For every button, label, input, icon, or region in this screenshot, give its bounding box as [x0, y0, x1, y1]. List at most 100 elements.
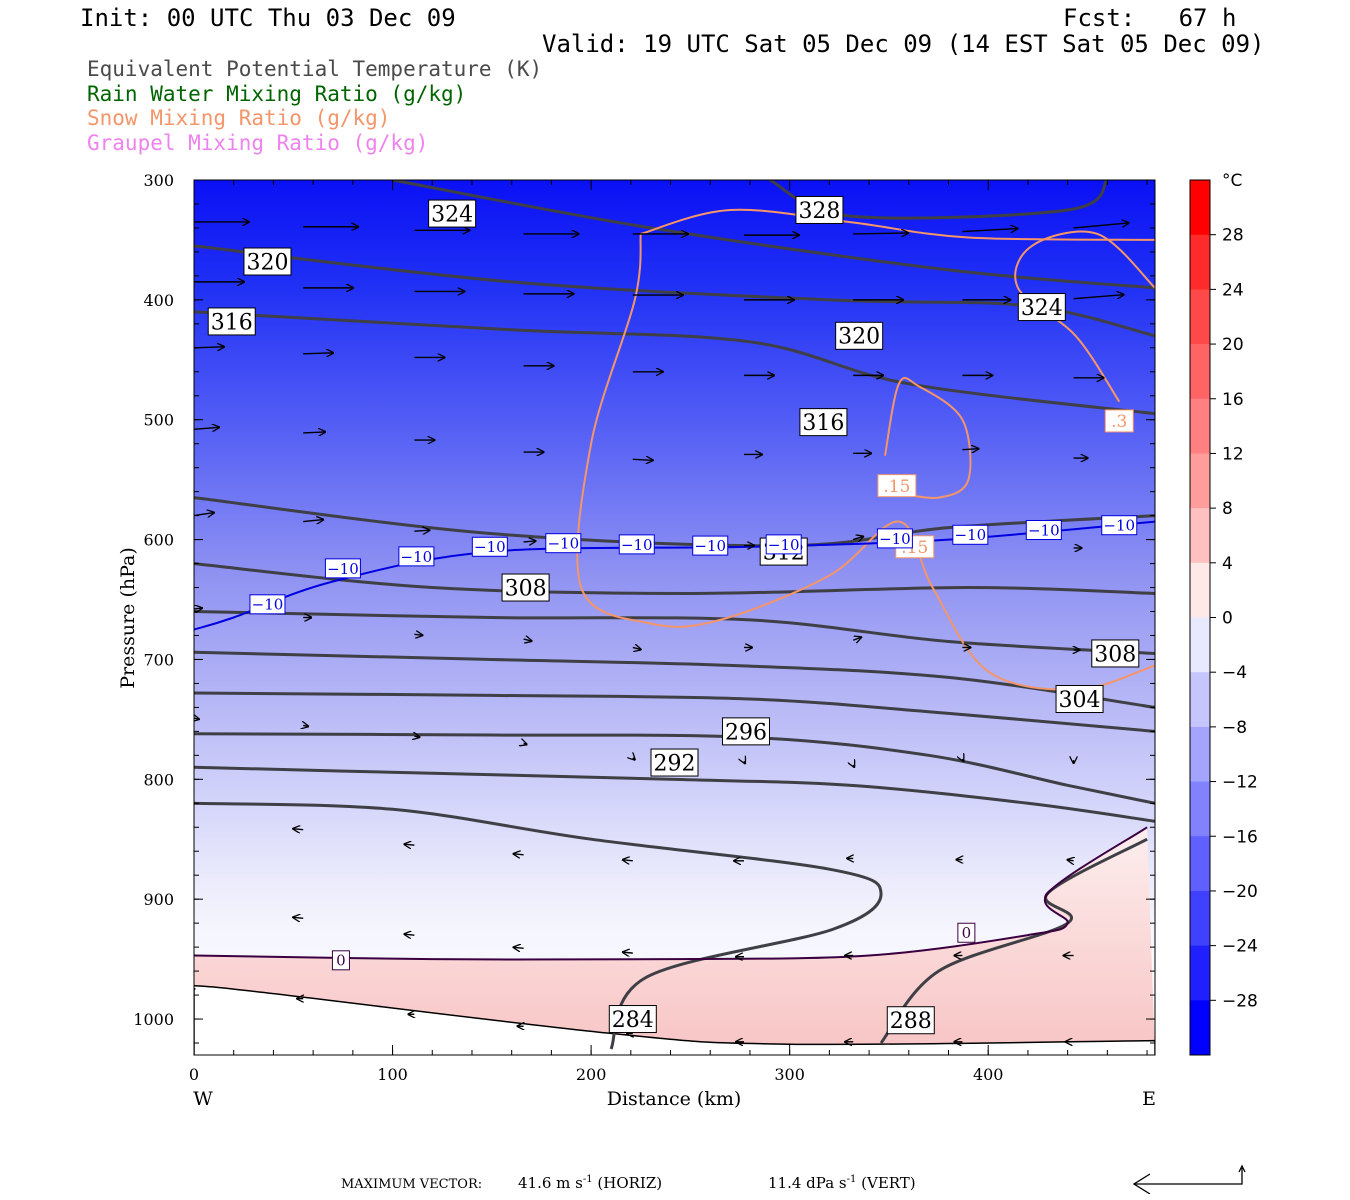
theta-e-contour-328 — [392, 180, 1155, 290]
theta-e-label-box — [650, 748, 699, 777]
y-tick-label: 400 — [143, 291, 174, 310]
x-tick-label: 400 — [973, 1065, 1004, 1084]
temperature-label: 0 — [962, 924, 972, 942]
colorbar-tick-label: −16 — [1222, 827, 1258, 847]
legend-rain: Rain Water Mixing Ratio (g/kg) — [87, 82, 467, 106]
colorbar-segment — [1190, 562, 1210, 618]
theta-e-contour-320 — [194, 310, 1155, 416]
temperature-label: 0 — [336, 952, 346, 970]
temperature-label: −10 — [327, 560, 359, 578]
theta-e-label-box — [835, 321, 884, 350]
y-tick-label: 700 — [143, 650, 174, 669]
theta-e-contour-304 — [194, 650, 1155, 709]
max-vector-label: MAXIMUM VECTOR: — [341, 1177, 483, 1192]
theta-e-label: 324 — [1021, 296, 1063, 321]
wind-vector — [633, 758, 635, 760]
wind-vector — [194, 718, 199, 719]
y-tick-label: 500 — [143, 411, 174, 430]
snow-label: .15 — [883, 477, 910, 497]
plot-frame — [193, 179, 1156, 1056]
colorbar-tick-label: −12 — [1222, 773, 1258, 793]
temperature-label-box — [471, 536, 508, 557]
temperature-label-box — [1101, 515, 1138, 536]
temperature-label-box — [545, 533, 582, 554]
y-tick-label: 800 — [143, 770, 174, 789]
x-tick-label: 100 — [377, 1065, 408, 1084]
wind-vector — [623, 952, 633, 953]
wind-vector — [962, 759, 963, 761]
wind-vector — [852, 537, 863, 540]
temperature-label: −10 — [694, 537, 726, 555]
terrain — [194, 985, 1155, 1055]
wind-vector — [414, 634, 422, 635]
valid-time: Valid: 19 UTC Sat 05 Dec 09 (14 EST Sat … — [542, 30, 1265, 58]
theta-e-label-box — [1017, 293, 1066, 322]
theta-e-label-box — [243, 247, 292, 276]
colorbar-tick-label: 16 — [1222, 390, 1244, 410]
theta-e-label: 316 — [802, 411, 844, 436]
colorbar-segment — [1190, 890, 1210, 947]
theta-e-label: 296 — [725, 720, 767, 745]
legend-theta-e: Equivalent Potential Temperature (K) — [87, 57, 543, 81]
wind-vector — [744, 761, 745, 763]
colorbar-segment — [1190, 180, 1210, 236]
wind-vector — [303, 520, 323, 522]
init-time: Init: 00 UTC Thu 03 Dec 09 — [80, 4, 456, 32]
reference-vector-icon — [1132, 1164, 1246, 1194]
forecast-hour: Fcst: 67 h — [1063, 4, 1237, 32]
temperature-label-box — [398, 546, 435, 567]
colorbar-segment — [1190, 508, 1210, 564]
colorbar-tick-label: −4 — [1222, 663, 1247, 683]
wind-vector — [853, 233, 908, 234]
theta-e-label-box — [886, 1006, 935, 1035]
wind-vector — [404, 934, 415, 935]
wind-vector — [523, 639, 532, 641]
max-horiz-vector: 41.6 m s-1 (HORIZ) — [518, 1174, 662, 1192]
colorbar-tick-label: −24 — [1222, 937, 1258, 957]
wind-vector — [623, 860, 633, 861]
theta-e-contour-292 — [194, 765, 1155, 823]
wind-vector — [523, 541, 536, 542]
wind-vector — [293, 917, 304, 918]
theta-e-label-box — [1091, 639, 1140, 668]
temperature-label: −10 — [1028, 521, 1060, 539]
theta-e-label: 304 — [1059, 688, 1101, 713]
theta-e-label-box — [1055, 685, 1104, 714]
y-tick-label: 300 — [143, 171, 174, 190]
horiz-value: 41.6 m s — [518, 1174, 583, 1192]
x-right-end-label: E — [1142, 1088, 1156, 1110]
wind-vector — [404, 844, 415, 845]
temperature-label: −10 — [474, 538, 506, 556]
wind-vector — [1073, 295, 1124, 300]
legend-snow: Snow Mixing Ratio (g/kg) — [87, 106, 391, 130]
horiz-exponent: -1 — [582, 1174, 593, 1185]
colorbar-segment — [1190, 617, 1210, 673]
theta-e-label-box — [799, 408, 848, 437]
theta-e-contour-284 — [194, 801, 883, 1050]
y-tick-label: 600 — [143, 531, 174, 550]
temperature-label-box — [1025, 520, 1062, 540]
vert-exponent: -1 — [846, 1174, 857, 1185]
temperature-label-box — [952, 524, 989, 545]
theta-e-label: 316 — [211, 310, 253, 335]
theta-e-label: 308 — [1094, 642, 1136, 667]
max-vert-vector: 11.4 dPa s-1 (VERT) — [768, 1174, 916, 1192]
wind-vector — [293, 829, 304, 830]
colorbar-segment — [1190, 836, 1210, 892]
theta-e-contour-308 — [194, 610, 1155, 655]
temperature-label-box — [957, 922, 976, 943]
colorbar-tick-label: −20 — [1222, 882, 1258, 902]
colorbar-segment — [1190, 1000, 1210, 1056]
theta-e-label-box — [608, 1005, 657, 1034]
colorbar-tick-label: 24 — [1222, 280, 1244, 300]
y-tick-label: 1000 — [133, 1010, 174, 1029]
vert-unit: (VERT) — [861, 1174, 916, 1192]
x-tick-label: 200 — [576, 1065, 607, 1084]
x-tick-label: 300 — [774, 1065, 805, 1084]
temperature-label-box — [249, 594, 286, 615]
wind-vector — [414, 530, 429, 531]
temperature-label-box — [331, 950, 350, 971]
snow-contour-0 — [576, 233, 1155, 691]
vert-value: 11.4 dPa s — [768, 1174, 847, 1192]
y-axis-title: Pressure (hPa) — [117, 547, 139, 689]
